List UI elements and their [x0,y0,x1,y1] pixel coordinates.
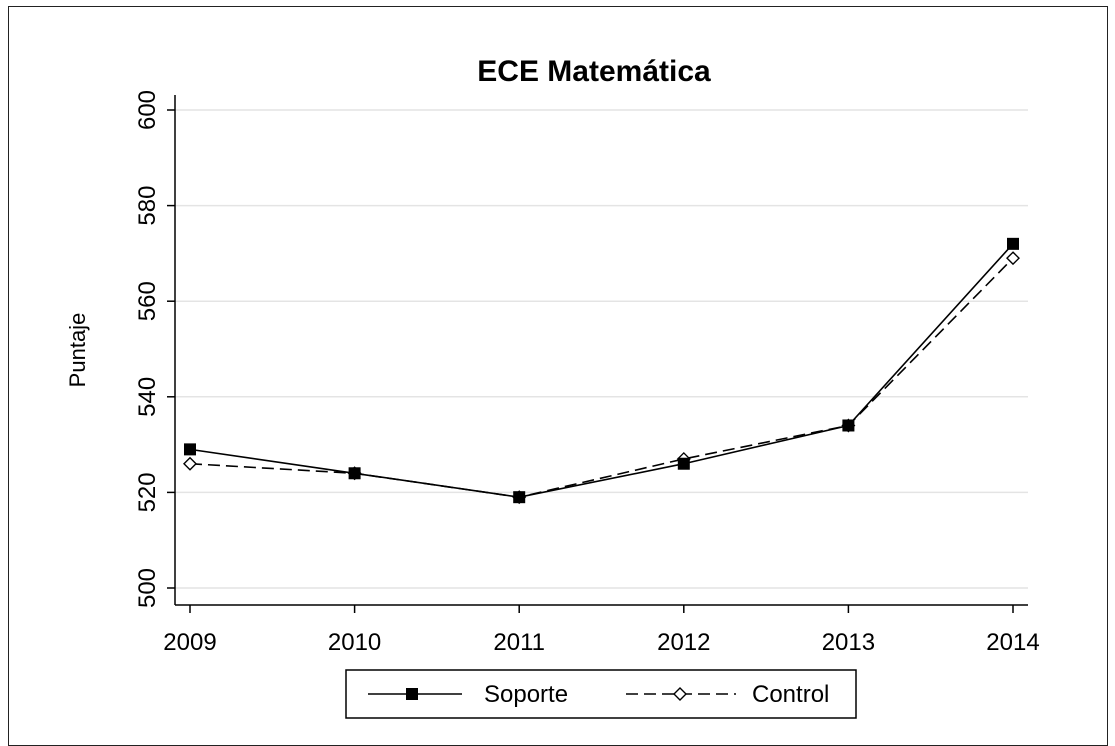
gridlines [175,109,1028,589]
y-tick-label: 540 [134,377,161,417]
x-tick-label: 2010 [328,629,381,656]
axes: 500 520 540 560 580 600 2009 2010 2011 2012 2013 20… [134,90,1040,656]
series-line-control [189,257,1014,498]
data-point-control [1006,251,1020,266]
x-tick-label: 2012 [657,629,710,656]
y-axis-title: Puntaje [65,313,90,388]
legend-marker-control [673,687,687,701]
data-point-soporte [1007,237,1019,250]
x-tick-label: 2014 [986,629,1039,656]
x-tick-label: 2013 [822,629,875,656]
y-tick-label: 580 [134,186,161,226]
chart-frame [8,6,1108,746]
data-point-soporte [184,443,196,456]
data-point-soporte [513,491,526,504]
legend: Soporte Control [345,669,857,719]
y-tick-label: 600 [134,90,161,130]
y-tick-label: 500 [134,568,161,608]
x-tick-label: 2009 [163,629,216,656]
data-point-soporte [348,467,361,480]
data-point-soporte [677,457,690,470]
legend-label-soporte: Soporte [484,681,568,708]
legend-label-control: Control [752,681,829,708]
legend-marker-soporte [406,688,418,700]
y-tick-label: 560 [134,281,161,321]
series-group [183,237,1020,505]
y-tick-label: 520 [134,472,161,512]
data-point-soporte [842,419,855,432]
x-tick-label: 2011 [493,629,545,656]
data-point-control [183,456,197,471]
series-line-soporte [189,243,1014,498]
chart-title: ECE Matemática [477,55,711,88]
